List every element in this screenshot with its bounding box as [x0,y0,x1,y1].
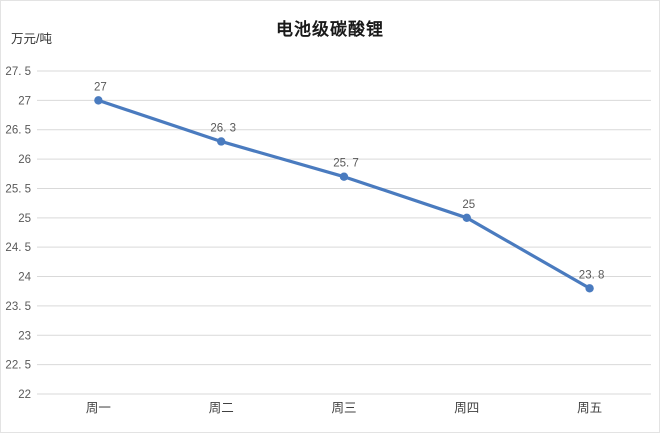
data-point-marker [462,213,471,223]
y-axis-tick-label: 26 [18,154,31,166]
data-point-marker [217,137,226,146]
y-axis-tick-label: 24 [18,272,31,284]
y-axis-unit-label: 万元/吨 [11,32,52,46]
x-axis-category-label: 周五 [577,401,602,415]
y-axis-tick-label: 27. 5 [5,66,31,78]
data-point-label: 23. 8 [579,269,605,281]
y-axis-tick-label: 23. 5 [5,301,31,313]
x-axis-category-label: 周三 [331,401,356,415]
x-axis-category-label: 周一 [86,401,111,415]
chart-title: 电池级碳酸锂 [276,20,384,39]
x-axis-category-label: 周二 [209,401,234,415]
y-axis-tick-label: 25. 5 [5,183,31,195]
y-axis-tick-label: 25 [18,213,31,225]
data-point-marker [339,172,349,181]
data-point-label: 25 [462,199,475,211]
x-axis-category-label: 周四 [454,401,479,415]
data-point-marker [585,284,594,293]
data-point-marker [94,96,103,105]
y-axis-tick-label: 26. 5 [5,125,31,137]
data-point-label: 27 [94,81,107,93]
y-axis-tick-label: 22 [18,389,31,401]
series-line [96,98,592,290]
data-point-label: 26. 3 [210,122,236,134]
data-point-label: 25. 7 [333,158,359,170]
y-axis-tick-label: 27 [18,95,31,107]
y-axis-tick-label: 23 [18,330,31,342]
y-axis-tick-label: 22. 5 [5,360,31,372]
y-axis-tick-label: 24. 5 [5,242,31,254]
